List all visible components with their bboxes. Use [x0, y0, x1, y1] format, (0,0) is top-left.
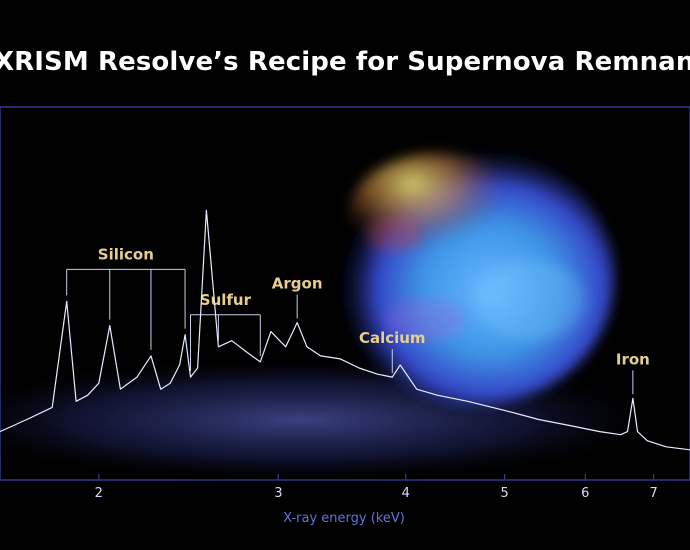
spectrum-line-0 — [0, 209, 690, 451]
series-layer — [0, 209, 690, 451]
x-tick-label-2: 2 — [95, 486, 103, 501]
annotation-label-sulfur: Sulfur — [200, 291, 252, 309]
x-tick-label-7: 7 — [649, 486, 657, 501]
annotation-silicon: Silicon — [66, 245, 186, 350]
x-tick-label-4: 4 — [402, 486, 410, 501]
supernova-remnant-image — [339, 149, 615, 405]
chart-title: XRISM Resolve’s Recipe for Supernova Rem… — [0, 47, 690, 77]
spectrum-glow — [0, 355, 680, 485]
annotation-calcium: Calcium — [359, 329, 426, 374]
annotations-layer: Silicon Sulfur Argon Calcium Iron — [66, 245, 650, 395]
annotation-label-iron: Iron — [616, 350, 650, 368]
x-tick-label-3: 3 — [274, 486, 282, 501]
annotation-label-silicon: Silicon — [98, 245, 154, 263]
annotation-sulfur: Sulfur — [189, 291, 261, 372]
x-tick-label-6: 6 — [581, 486, 589, 501]
x-axis: 2 3 4 5 6 7 — [95, 474, 658, 501]
annotation-label-calcium: Calcium — [359, 329, 426, 347]
annotation-argon: Argon — [272, 275, 323, 319]
x-axis-label: X-ray energy (keV) — [283, 511, 405, 526]
annotation-label-argon: Argon — [272, 275, 323, 293]
annotation-iron: Iron — [616, 350, 650, 395]
x-tick-label-5: 5 — [500, 486, 508, 501]
